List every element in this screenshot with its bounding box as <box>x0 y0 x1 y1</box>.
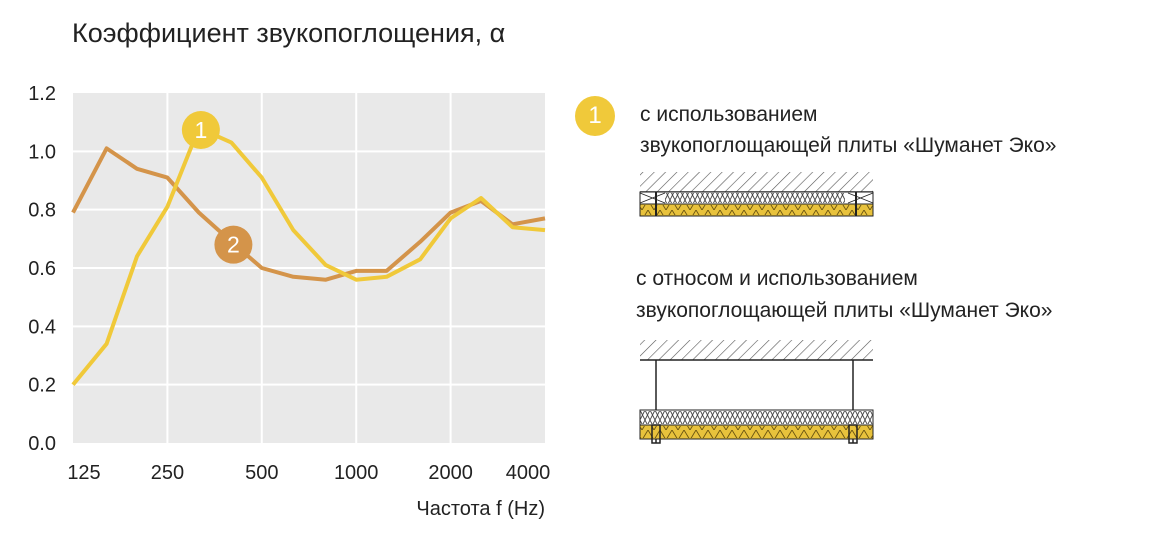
diagram-2 <box>640 340 873 443</box>
diagram-1 <box>640 172 873 216</box>
